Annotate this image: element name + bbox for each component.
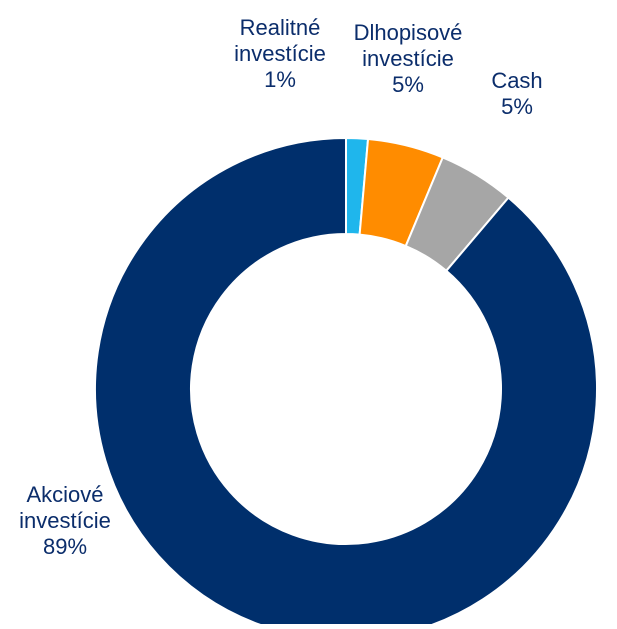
- slice-category-label: Dlhopisové: [354, 20, 463, 45]
- slice-label-dlhopisove-investicie: Dlhopisové investície 5%: [354, 20, 463, 97]
- slice-percent-label: 5%: [501, 94, 533, 119]
- slice-label-realitne-investicie: Realitné investície 1%: [234, 15, 326, 92]
- slice-category-label: investície: [19, 508, 111, 533]
- slice-category-label: investície: [234, 41, 326, 66]
- slice-akciove-investicie: [94, 136, 598, 629]
- slice-percent-label: 5%: [392, 72, 424, 97]
- slice-label-akciove-investicie: Akciové investície 89%: [19, 482, 111, 559]
- slice-label-cash: Cash 5%: [491, 68, 542, 119]
- slice-category-label: investície: [362, 46, 454, 71]
- slice-percent-label: 1%: [264, 67, 296, 92]
- slice-percent-label: 89%: [43, 534, 87, 559]
- slice-category-label: Cash: [491, 68, 542, 93]
- slice-category-label: Realitné: [240, 15, 321, 40]
- slice-category-label: Akciové: [26, 482, 103, 507]
